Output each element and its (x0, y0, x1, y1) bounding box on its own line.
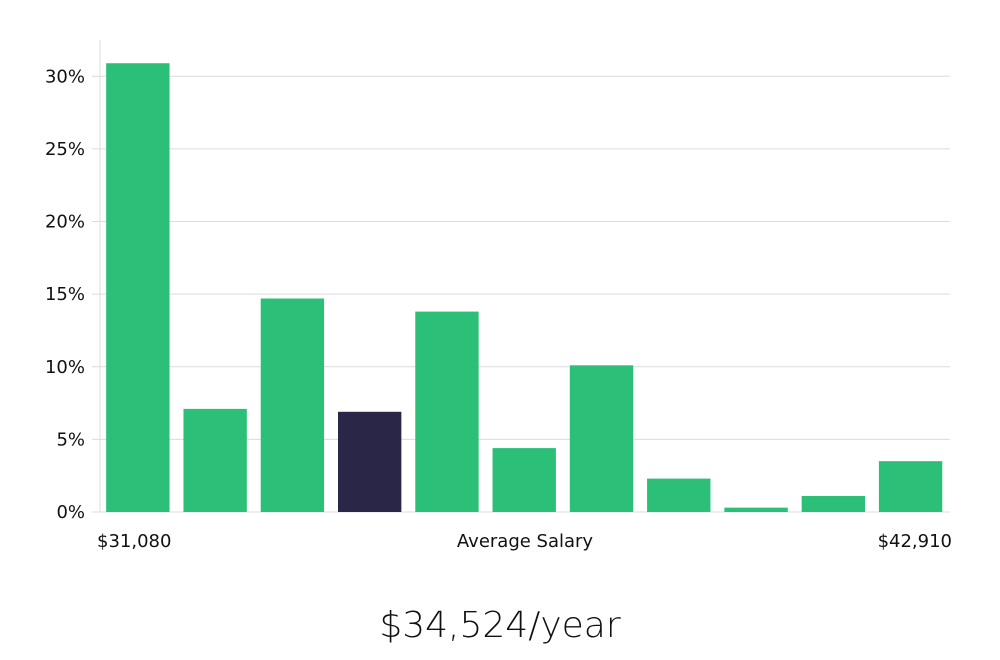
bar (724, 507, 788, 512)
y-tick-label: 10% (45, 357, 85, 378)
y-axis-ticks: 0% 5% 10% 15% 20% 25% 30% (45, 66, 85, 523)
y-tick-label: 5% (56, 429, 85, 450)
y-tick-label: 20% (45, 212, 85, 233)
bar (569, 365, 634, 512)
bars (106, 63, 943, 512)
x-label-max: $42,910 (878, 531, 952, 552)
y-tick-label: 15% (45, 284, 85, 305)
average-salary-headline: $34,524/year (379, 605, 621, 646)
bar (415, 311, 479, 512)
y-tick-label: 25% (45, 139, 85, 160)
bar (801, 496, 865, 512)
x-label-min: $31,080 (97, 531, 171, 552)
bar (260, 298, 325, 512)
bar (647, 478, 711, 512)
salary-distribution-chart: 0% 5% 10% 15% 20% 25% 30% $31,080 Average Sala… (45, 40, 952, 552)
bar-highlighted (338, 411, 402, 512)
bar (183, 408, 247, 512)
bar (106, 63, 170, 512)
y-tick-label: 0% (56, 502, 85, 523)
y-tick-label: 30% (45, 66, 85, 87)
x-axis-title: Average Salary (457, 531, 594, 552)
bar (492, 448, 556, 512)
bar (878, 461, 943, 512)
